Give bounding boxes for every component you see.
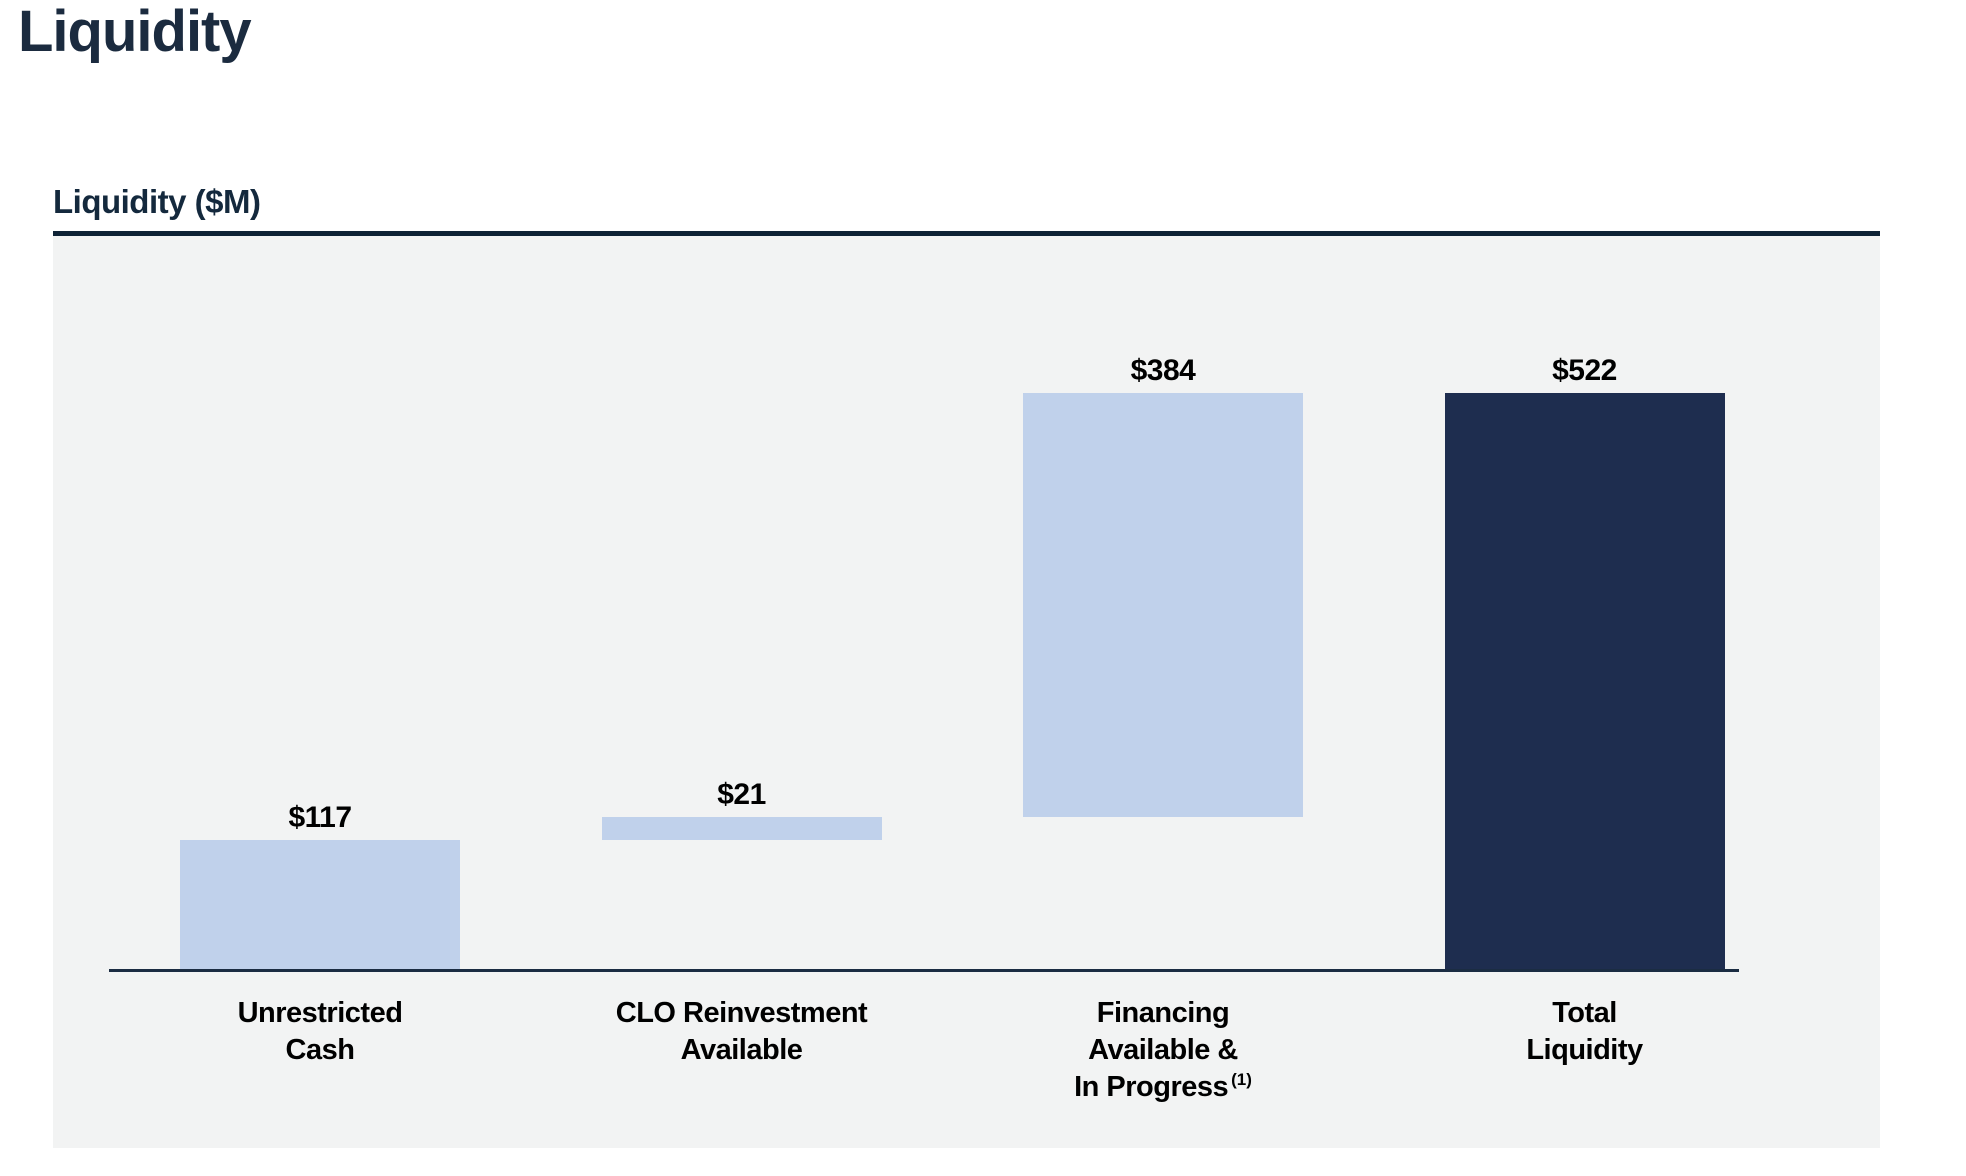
heading-rule — [53, 231, 1880, 236]
bar-unrestricted-cash — [180, 839, 460, 969]
bar-value-label-unrestricted-cash: $117 — [288, 800, 352, 834]
bar-category-label-clo-reinvestment-available: CLO Reinvestment Available — [615, 997, 868, 1066]
bar-category-label-unrestricted-cash: Unrestricted Cash — [237, 997, 403, 1066]
page-title: Liquidity — [18, 0, 252, 64]
bar-value-label-financing-available-in-progress: $384 — [1130, 354, 1196, 387]
bar-value-label-clo-reinvestment-available: $21 — [717, 777, 766, 811]
x-axis-line — [109, 969, 1739, 972]
bar-financing-available-in-progress — [1023, 393, 1303, 817]
footnote-marker: (1) — [1231, 1070, 1252, 1089]
bar-value-label-total-liquidity: $522 — [1552, 354, 1617, 387]
bar-clo-reinvestment-available — [601, 816, 882, 840]
plot-area: $117 Unrestricted Cash $21 CLO Reinvestment A… — [53, 236, 1880, 1148]
bar-category-label-total-liquidity: Total Liquidity — [1526, 997, 1643, 1066]
bar-category-label-financing-available-in-progress: Financing Available & In Progress (1) — [1074, 997, 1252, 1103]
chart-heading: Liquidity ($M) — [53, 183, 261, 220]
bar-total-liquidity — [1444, 393, 1725, 969]
